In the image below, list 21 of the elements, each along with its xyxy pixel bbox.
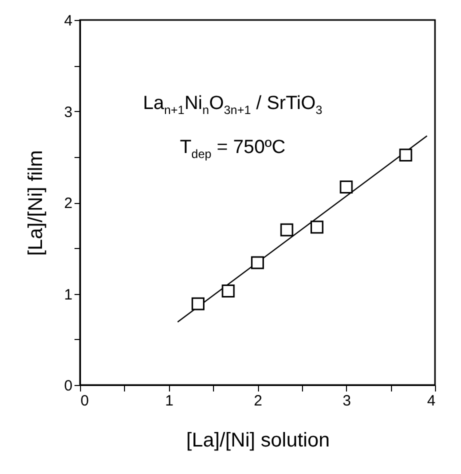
point (310, 220, 324, 234)
annotation: T$_{dep}$ = 750ºC (180, 136, 286, 161)
x-axis-title: [La]/[Ni] solution (186, 430, 330, 452)
point (340, 180, 353, 194)
point (280, 223, 294, 236)
y-tick-label: 0 (64, 378, 72, 394)
x-tick-label: 2 (254, 392, 262, 410)
y-tick-label: 4 (64, 12, 72, 30)
y-tick-label: 2 (64, 195, 72, 212)
x-tick-label: 1 (165, 392, 174, 410)
y-tick-label: 3 (64, 104, 72, 121)
annotation: La$_{n+1}$Ni$_{n}$O$_{3n+1}$ / SrTiO$_{3}$ (142, 93, 322, 117)
point (251, 256, 264, 270)
point (192, 297, 204, 310)
point (399, 148, 412, 162)
y-tick-label: 1 (64, 286, 72, 304)
x-tick-label: 0 (80, 392, 89, 410)
y-axis-title: [La]/[Ni] film (25, 150, 48, 256)
point (222, 284, 235, 298)
x-tick-label: 3 (342, 392, 351, 410)
x-tick-label: 4 (427, 392, 436, 410)
